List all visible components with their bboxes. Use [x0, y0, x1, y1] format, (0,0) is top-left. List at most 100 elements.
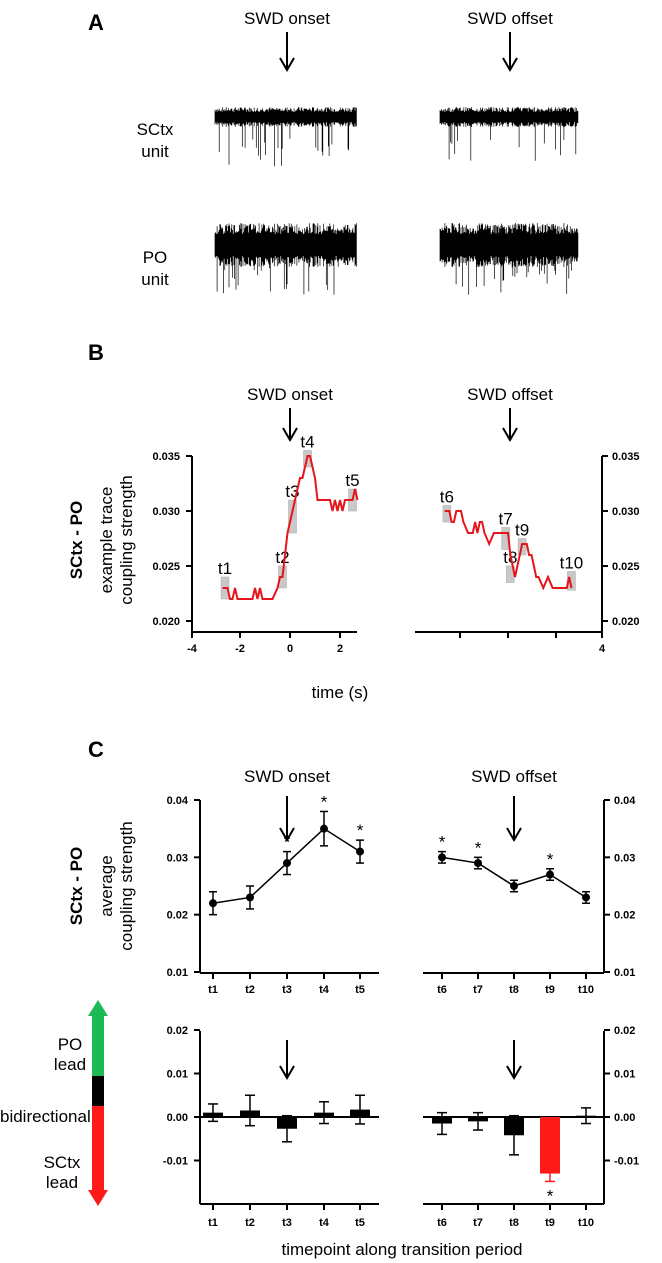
c-offset-arrow: [506, 796, 522, 842]
panel-label-a: A: [88, 10, 104, 35]
b-ytick-label-right: 0.030: [612, 506, 640, 518]
data-point-t3: [283, 859, 291, 868]
arrow-head: [279, 57, 295, 72]
sctx-unit-label: SCtx: [137, 120, 174, 139]
marker-box-t6: [442, 505, 452, 523]
po-offset-trace: [439, 223, 579, 295]
bar-xtick-label-t8: t8: [509, 1217, 519, 1229]
arrow-head: [506, 1065, 522, 1080]
data-point-t4: [320, 824, 328, 833]
po-unit-label-2: unit: [141, 270, 169, 289]
c-ytick-label-right: 0.03: [614, 852, 635, 864]
data-point-t8: [510, 882, 518, 890]
data-point-t6: [438, 853, 446, 862]
sctx-lead-arrowhead-icon: [88, 1190, 108, 1206]
bar-ytick-label: -0.01: [163, 1156, 188, 1168]
bar-ytick-label: 0.00: [167, 1112, 188, 1124]
marker-label-t9: t9: [515, 521, 529, 540]
b-ylabel-1: example trace: [97, 487, 116, 594]
c-ytick-label: 0.04: [167, 795, 189, 807]
po-lead-arrowhead-icon: [88, 1000, 108, 1016]
po-lead-label-2: lead: [54, 1055, 86, 1074]
b-ytick-label-right: 0.025: [612, 561, 640, 573]
bidirectional-label: bidirectional: [0, 1107, 91, 1126]
marker-label-t1: t1: [218, 559, 232, 578]
po-lead-label: PO: [58, 1035, 83, 1054]
bar-xtick-label-t6: t6: [437, 1217, 447, 1229]
bar-ytick-label-right: 0.00: [614, 1112, 635, 1124]
b-offset-arrow: [502, 408, 518, 442]
significance-star: *: [357, 821, 364, 840]
bidirectional-bar: [92, 1076, 104, 1106]
bar-significance-star: *: [547, 1186, 554, 1205]
b-xtick-label: 2: [337, 643, 343, 655]
sctx-lead-label: SCtx: [44, 1153, 81, 1172]
bar-xlabel: timepoint along transition period: [282, 1240, 523, 1259]
c-xtick-label-t6: t6: [437, 984, 447, 996]
c-ylabel-1: average: [97, 855, 116, 916]
sctx-offset-trace: [439, 107, 579, 161]
arrow-head: [279, 1065, 295, 1080]
bar-xtick-label-t2: t2: [245, 1217, 255, 1229]
marker-label-t2: t2: [275, 548, 289, 567]
sctx-lead-label-2: lead: [46, 1173, 78, 1192]
c-ytick-label-right: 0.02: [614, 910, 635, 922]
b-xtick-label: -2: [235, 643, 245, 655]
sctx-lead-bar: [92, 1106, 104, 1192]
b-xtick-label: 4: [599, 643, 606, 655]
c-ytick-label-right: 0.04: [614, 795, 636, 807]
marker-label-t10: t10: [560, 554, 584, 573]
offset-arrow: [502, 32, 518, 72]
sctx-unit-label-2: unit: [141, 142, 169, 161]
po-onset-trace: [214, 223, 357, 295]
c-xtick-label-t9: t9: [545, 984, 555, 996]
bar-ytick-label-right: -0.01: [614, 1156, 639, 1168]
bar-ytick-label: 0.02: [167, 1025, 188, 1037]
onset-label: SWD onset: [244, 9, 330, 28]
bar-xtick-label-t9: t9: [545, 1217, 555, 1229]
bar-xtick-label-t1: t1: [208, 1217, 218, 1229]
panel-label-b: B: [88, 340, 104, 365]
b-row-label: SCtx - PO: [67, 501, 86, 579]
c-ytick-label: 0.02: [167, 910, 188, 922]
c-xtick-label-t4: t4: [319, 984, 330, 996]
data-point-t10: [582, 893, 590, 902]
c-xtick-label-t7: t7: [473, 984, 483, 996]
data-point-t2: [246, 893, 254, 902]
c-onset-arrow: [279, 796, 295, 842]
marker-label-t5: t5: [345, 471, 359, 490]
c-xtick-label-t2: t2: [245, 984, 255, 996]
b-ytick-label: 0.035: [152, 451, 180, 463]
significance-star: *: [475, 838, 482, 857]
significance-star: *: [284, 833, 291, 852]
marker-label-t7: t7: [499, 510, 513, 529]
marker-label-t6: t6: [440, 488, 454, 507]
c-ytick-label: 0.01: [167, 967, 188, 979]
significance-star: *: [321, 792, 328, 811]
arrow-head: [502, 427, 518, 442]
c-row-label: SCtx - PO: [67, 847, 86, 925]
significance-star: *: [547, 850, 554, 869]
bar-t9: [540, 1117, 560, 1174]
b-ytick-label: 0.020: [152, 616, 180, 628]
c-ylabel-2: coupling strength: [117, 821, 136, 950]
c-xtick-label-t8: t8: [509, 984, 519, 996]
po-unit-label: PO: [143, 248, 168, 267]
b-onset-arrow: [282, 408, 298, 442]
bar-xtick-label-t4: t4: [319, 1217, 330, 1229]
b-ytick-label-right: 0.035: [612, 451, 640, 463]
c-xtick-label-t5: t5: [355, 984, 365, 996]
b-offset-label: SWD offset: [467, 385, 553, 404]
offset-coupling-trace: [444, 510, 573, 591]
bar-xtick-label-t5: t5: [355, 1217, 365, 1229]
arrow-head: [279, 827, 295, 842]
b-xtick-label: -4: [187, 643, 198, 655]
marker-box-t7: [501, 527, 510, 550]
onset-coupling-trace: [222, 455, 359, 600]
data-point-t9: [546, 870, 554, 879]
c-bar-onset-arrow: [279, 1040, 295, 1080]
bar-xtick-label-t7: t7: [473, 1217, 483, 1229]
c-ytick-label: 0.03: [167, 852, 188, 864]
b-ylabel-2: coupling strength: [117, 475, 136, 604]
bar-ytick-label-right: 0.01: [614, 1069, 635, 1081]
